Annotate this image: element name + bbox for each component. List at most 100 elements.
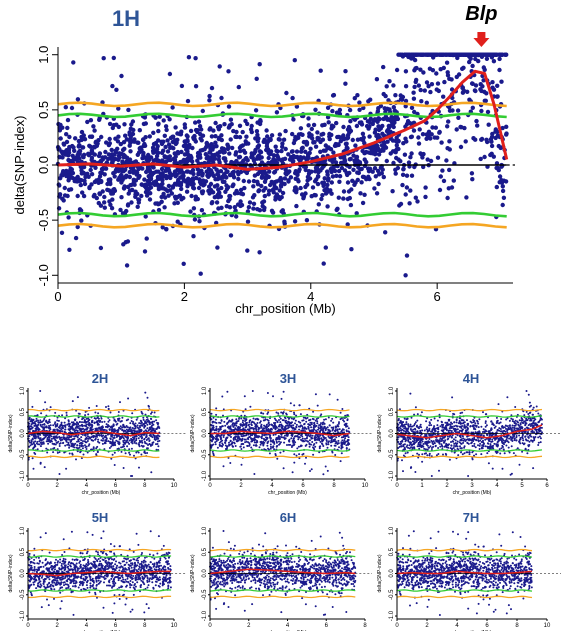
data-point xyxy=(255,434,258,437)
data-point xyxy=(226,104,232,109)
data-point xyxy=(426,132,431,137)
data-point xyxy=(43,429,46,432)
data-point xyxy=(228,419,231,422)
data-point xyxy=(390,189,395,194)
data-point xyxy=(282,219,287,224)
data-point xyxy=(144,193,150,198)
data-point xyxy=(69,167,75,172)
data-point xyxy=(72,443,75,446)
data-point xyxy=(48,436,51,439)
data-point xyxy=(154,150,160,155)
data-point xyxy=(84,446,87,449)
data-point xyxy=(144,413,147,416)
data-point xyxy=(368,150,373,156)
data-point xyxy=(294,203,299,209)
data-point xyxy=(125,428,128,431)
data-point xyxy=(293,176,298,181)
data-point xyxy=(253,136,258,141)
data-point xyxy=(348,119,353,124)
data-point xyxy=(47,438,50,441)
data-point xyxy=(417,127,422,132)
data-point xyxy=(132,429,134,432)
data-point xyxy=(282,467,285,470)
data-point xyxy=(81,155,86,160)
data-point xyxy=(66,169,71,174)
data-point xyxy=(117,155,122,160)
data-point xyxy=(99,134,104,140)
data-point xyxy=(336,195,341,200)
data-point xyxy=(43,466,46,469)
data-point xyxy=(65,125,70,131)
data-point xyxy=(282,176,288,181)
data-point xyxy=(420,132,426,137)
data-point xyxy=(82,453,85,456)
data-point xyxy=(269,133,275,138)
data-point xyxy=(294,422,296,425)
data-point xyxy=(488,152,493,158)
data-point xyxy=(329,191,334,196)
data-point xyxy=(378,126,383,131)
data-point xyxy=(224,424,227,427)
data-point xyxy=(231,441,234,444)
data-point xyxy=(214,220,219,226)
data-point xyxy=(335,134,340,140)
data-point xyxy=(488,137,494,142)
data-point xyxy=(427,66,433,71)
data-point xyxy=(428,136,433,141)
data-point xyxy=(279,421,282,424)
data-point xyxy=(81,418,84,421)
data-point xyxy=(409,151,414,156)
data-point xyxy=(178,181,184,186)
data-point xyxy=(296,447,299,450)
data-point xyxy=(63,421,66,424)
data-point xyxy=(263,175,268,180)
data-point xyxy=(333,141,338,147)
data-point xyxy=(136,175,141,180)
data-point xyxy=(73,136,78,141)
data-point xyxy=(230,145,235,151)
data-point xyxy=(313,107,318,113)
data-point xyxy=(411,128,417,133)
data-point xyxy=(499,79,504,84)
data-point xyxy=(273,144,278,149)
data-point xyxy=(163,159,169,165)
data-point xyxy=(500,202,505,208)
data-point xyxy=(75,224,80,230)
data-point xyxy=(445,146,450,151)
data-point xyxy=(325,204,330,209)
data-point xyxy=(263,170,268,176)
data-point xyxy=(481,78,486,83)
data-point xyxy=(40,412,43,415)
data-point xyxy=(320,193,325,198)
data-point xyxy=(246,179,252,184)
data-point xyxy=(77,440,80,443)
data-point xyxy=(198,131,203,137)
data-point xyxy=(181,261,186,266)
data-point xyxy=(380,167,385,172)
data-point xyxy=(475,52,481,57)
data-point xyxy=(479,108,484,114)
data-point xyxy=(159,166,165,172)
data-point xyxy=(430,125,435,130)
data-point xyxy=(340,452,343,455)
data-point xyxy=(81,421,83,424)
data-point xyxy=(118,435,121,438)
data-point xyxy=(274,110,280,115)
data-point xyxy=(252,421,255,424)
data-point xyxy=(77,143,82,148)
data-point xyxy=(311,434,314,437)
data-point xyxy=(79,168,84,173)
data-point xyxy=(35,442,38,445)
data-point xyxy=(148,191,153,196)
data-point xyxy=(372,186,377,191)
data-point xyxy=(368,116,373,122)
data-point xyxy=(168,135,174,141)
data-point xyxy=(291,140,297,146)
data-point xyxy=(141,441,144,444)
data-point xyxy=(96,445,99,448)
data-point xyxy=(156,443,159,445)
data-point xyxy=(247,200,253,205)
data-point xyxy=(70,438,73,441)
data-point xyxy=(268,149,274,154)
data-point xyxy=(259,443,262,446)
